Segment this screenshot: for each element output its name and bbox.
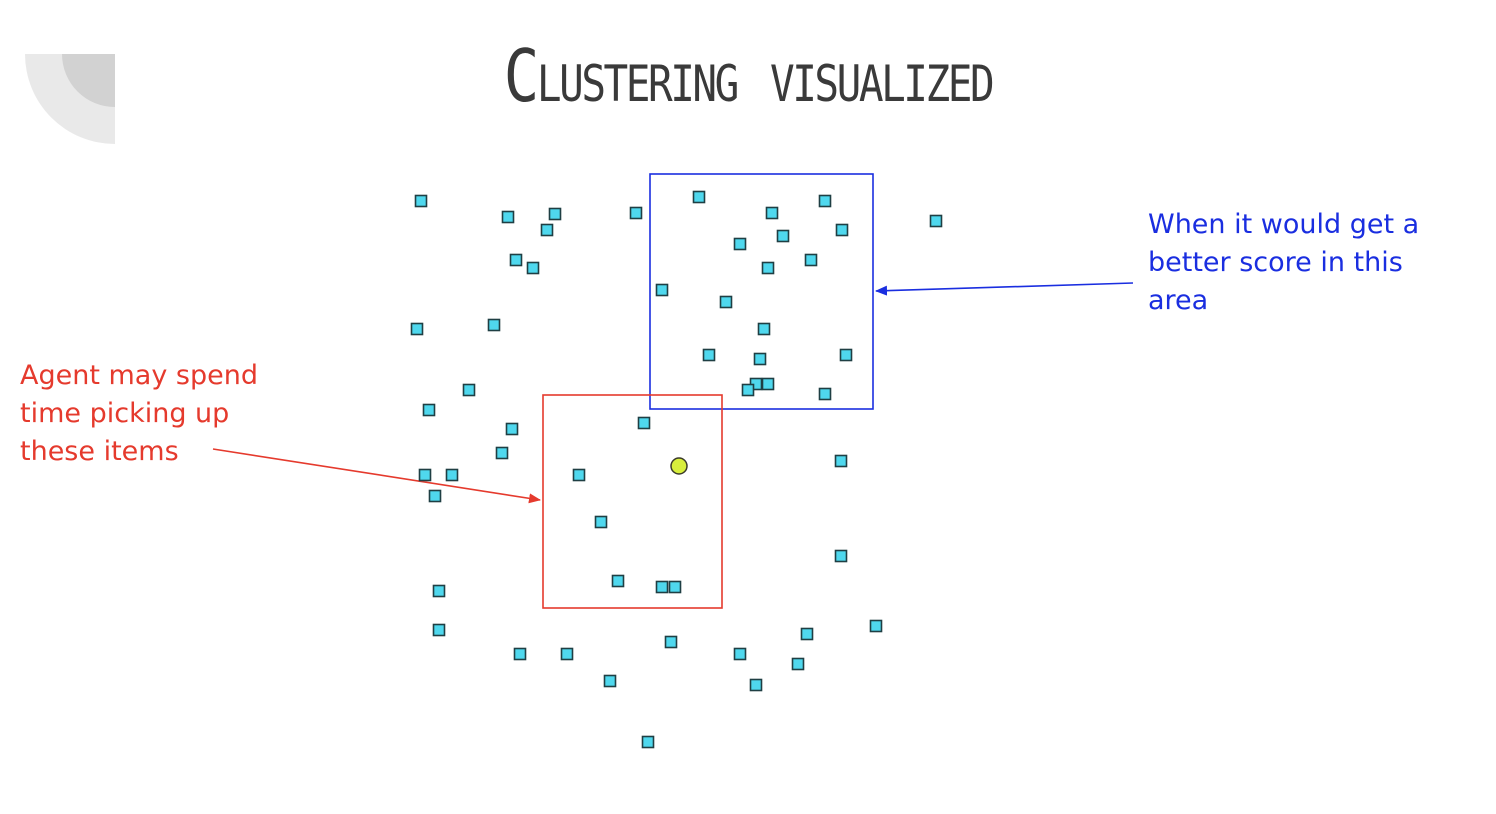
slide-title: Clustering visualized	[503, 34, 995, 118]
red-annotation-text: Agent may spend time picking up these it…	[20, 360, 258, 467]
item-square	[560, 647, 574, 661]
item-square	[818, 194, 832, 208]
item-square	[603, 674, 617, 688]
agent-marker	[670, 457, 688, 475]
item-square	[741, 383, 755, 397]
item-square	[765, 206, 779, 220]
item-square	[702, 348, 716, 362]
item-square	[432, 623, 446, 637]
item-square	[462, 383, 476, 397]
item-square	[719, 295, 733, 309]
item-square	[629, 206, 643, 220]
item-square	[422, 403, 436, 417]
item-square	[668, 580, 682, 594]
item-square	[513, 647, 527, 661]
item-square	[757, 322, 771, 336]
nearby-items-region	[542, 394, 723, 609]
item-square	[418, 468, 432, 482]
item-square	[776, 229, 790, 243]
item-square	[611, 574, 625, 588]
item-square	[495, 446, 509, 460]
item-square	[572, 468, 586, 482]
item-square	[753, 352, 767, 366]
red-arrow	[212, 448, 541, 504]
item-square	[733, 237, 747, 251]
item-square	[505, 422, 519, 436]
item-square	[501, 210, 515, 224]
item-square	[509, 253, 523, 267]
item-square	[749, 678, 763, 692]
item-square	[761, 261, 775, 275]
item-square	[834, 549, 848, 563]
item-square	[818, 387, 832, 401]
item-square	[664, 635, 678, 649]
item-square	[791, 657, 805, 671]
item-square	[594, 515, 608, 529]
item-square	[655, 580, 669, 594]
item-square	[526, 261, 540, 275]
item-square	[637, 416, 651, 430]
item-square	[733, 647, 747, 661]
item-square	[869, 619, 883, 633]
item-square	[804, 253, 818, 267]
item-square	[548, 207, 562, 221]
item-square	[761, 377, 775, 391]
item-square	[641, 735, 655, 749]
item-square	[445, 468, 459, 482]
corner-decoration	[25, 54, 115, 144]
item-square	[834, 454, 848, 468]
item-square	[692, 190, 706, 204]
item-square	[835, 223, 849, 237]
high-score-region	[649, 173, 874, 410]
items-layer	[410, 190, 943, 749]
item-square	[487, 318, 501, 332]
item-square	[414, 194, 428, 208]
item-square	[410, 322, 424, 336]
item-square	[432, 584, 446, 598]
item-square	[839, 348, 853, 362]
blue-arrow	[875, 282, 1134, 296]
item-square	[655, 283, 669, 297]
item-square	[800, 627, 814, 641]
item-square	[428, 489, 442, 503]
item-square	[540, 223, 554, 237]
item-square	[929, 214, 943, 228]
blue-annotation-text: When it would get a better score in this…	[1148, 209, 1420, 316]
